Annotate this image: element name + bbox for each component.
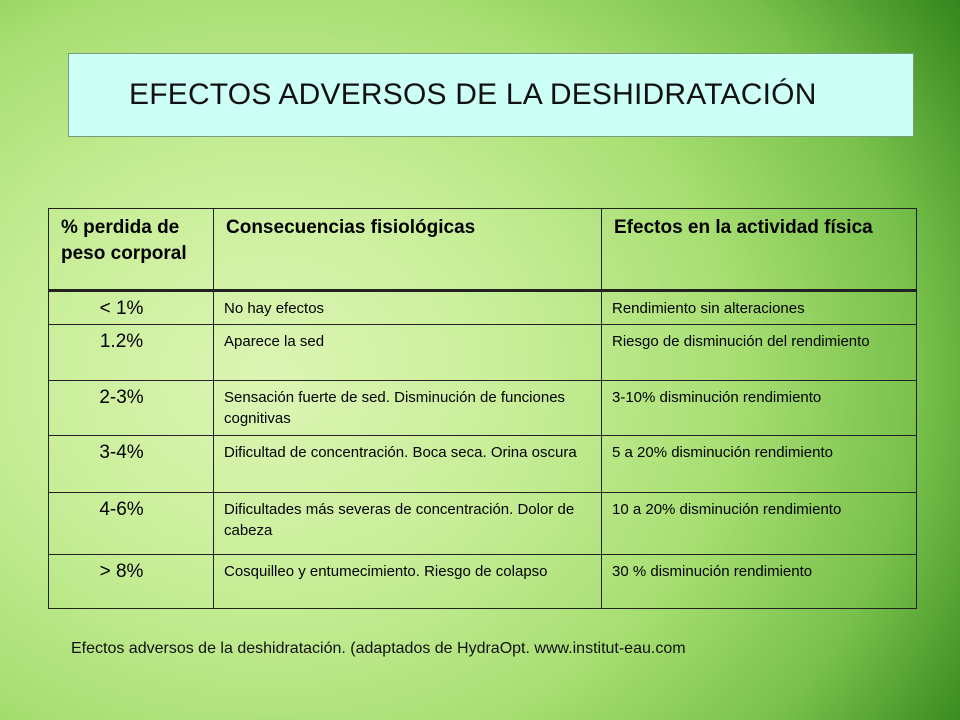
title-box: EFECTOS ADVERSOS DE LA DESHIDRATACIÓN xyxy=(68,53,914,137)
effect-cell: Riesgo de disminución del rendimiento xyxy=(601,324,917,381)
effect-cell: 5 a 20% disminución rendimiento xyxy=(601,435,917,493)
effect-cell: 30 % disminución rendimiento xyxy=(601,554,917,609)
pct-cell: 4-6% xyxy=(48,492,214,555)
header-weight-loss: % perdida de peso corporal xyxy=(48,208,214,292)
consequence-cell: No hay efectos xyxy=(213,290,602,325)
consequence-cell: Sensación fuerte de sed. Disminución de … xyxy=(213,380,602,436)
dehydration-effects-table: % perdida de peso corporal Consecuencias… xyxy=(48,208,917,609)
pct-cell: 3-4% xyxy=(48,435,214,493)
effect-cell: 3-10% disminución rendimiento xyxy=(601,380,917,436)
pct-cell: 1.2% xyxy=(48,324,214,381)
pct-cell: 2-3% xyxy=(48,380,214,436)
header-physiological-consequences: Consecuencias fisiológicas xyxy=(213,208,602,292)
table-row: 2-3% Sensación fuerte de sed. Disminució… xyxy=(48,380,917,436)
pct-cell: < 1% xyxy=(48,290,214,325)
pct-cell: > 8% xyxy=(48,554,214,609)
table-row: > 8% Cosquilleo y entumecimiento. Riesgo… xyxy=(48,554,917,609)
effect-cell: Rendimiento sin alteraciones xyxy=(601,290,917,325)
consequence-cell: Dificultad de concentración. Boca seca. … xyxy=(213,435,602,493)
header-physical-activity-effects: Efectos en la actividad física xyxy=(601,208,917,292)
table-row: 1.2% Aparece la sed Riesgo de disminució… xyxy=(48,324,917,381)
consequence-cell: Cosquilleo y entumecimiento. Riesgo de c… xyxy=(213,554,602,609)
effect-cell: 10 a 20% disminución rendimiento xyxy=(601,492,917,555)
caption: Efectos adversos de la deshidratación. (… xyxy=(71,640,686,657)
consequence-cell: Aparece la sed xyxy=(213,324,602,381)
table-row: 3-4% Dificultad de concentración. Boca s… xyxy=(48,435,917,493)
table-header-row: % perdida de peso corporal Consecuencias… xyxy=(48,208,917,292)
slide-title: EFECTOS ADVERSOS DE LA DESHIDRATACIÓN xyxy=(129,78,817,111)
table-row: 4-6% Dificultades más severas de concent… xyxy=(48,492,917,555)
table-row: < 1% No hay efectos Rendimiento sin alte… xyxy=(48,290,917,325)
consequence-cell: Dificultades más severas de concentració… xyxy=(213,492,602,555)
